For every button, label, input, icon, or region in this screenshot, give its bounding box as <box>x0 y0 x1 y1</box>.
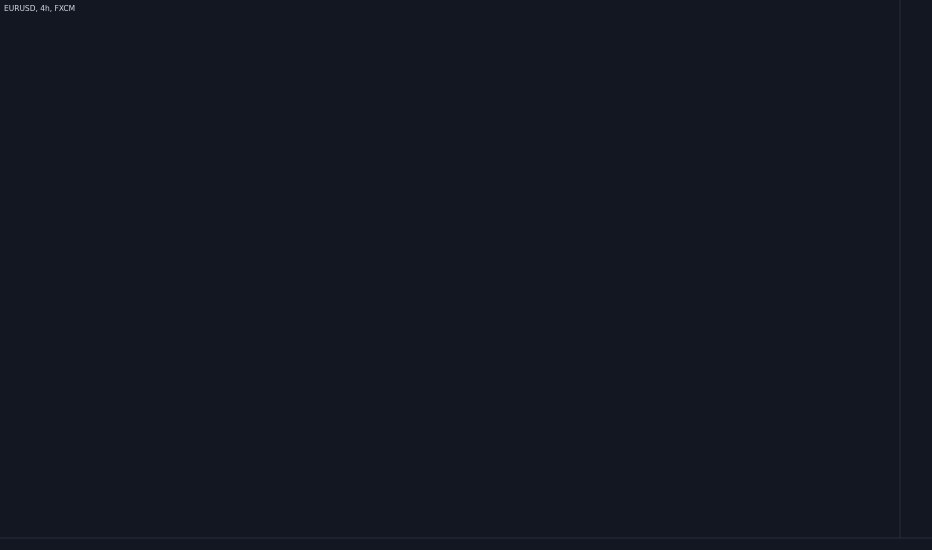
chart-title: EURUSD, 4h, FXCM <box>4 4 75 13</box>
